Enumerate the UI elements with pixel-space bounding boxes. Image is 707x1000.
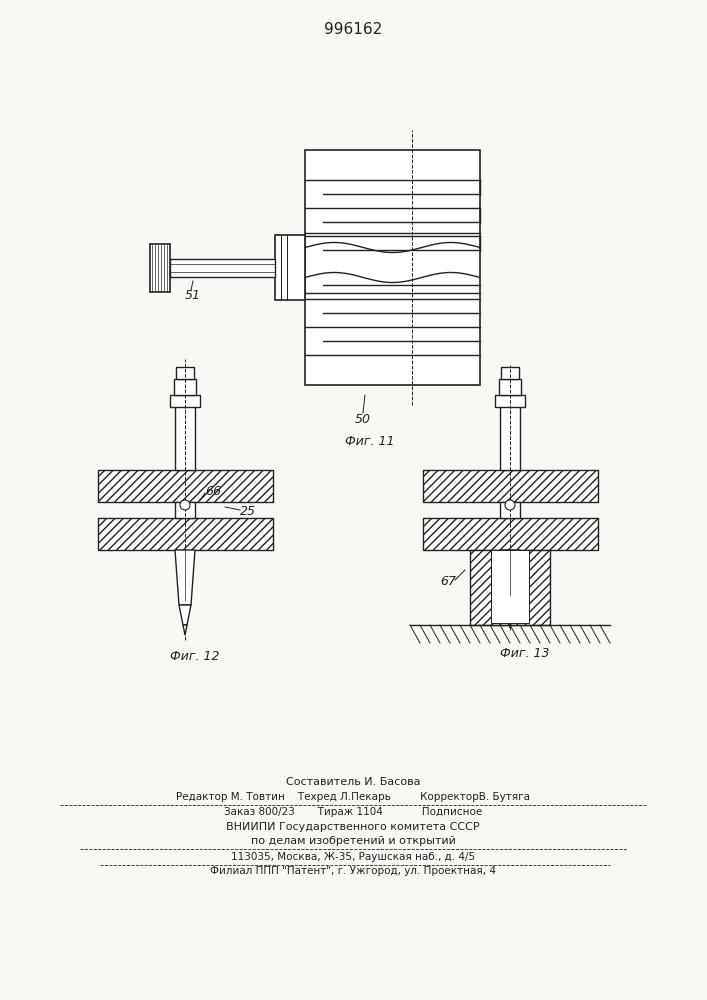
Text: ВНИИПИ Государственного комитета СССР: ВНИИПИ Государственного комитета СССР [226,822,480,832]
Polygon shape [500,550,520,600]
Bar [176,367,194,379]
Text: 50: 50 [355,413,371,426]
Text: 113035, Москва, Ж-35, Раушская наб., д. 4/5: 113035, Москва, Ж-35, Раушская наб., д. … [231,852,475,862]
Text: 996162: 996162 [324,22,382,37]
Text: Филиал ППП "Патент", г. Ужгород, ул. Проектная, 4: Филиал ППП "Патент", г. Ужгород, ул. Про… [210,866,496,876]
Bar [495,395,525,407]
Circle shape [180,500,190,510]
Bar [423,518,598,550]
Text: Редактор М. Товтин    Техред Л.Пекарь         КорректорВ. Бутяга: Редактор М. Товтин Техред Л.Пекарь Корре… [176,792,530,802]
Bar [305,150,480,385]
Bar [175,395,195,470]
Bar [491,550,529,623]
Bar [423,470,598,502]
Bar [275,235,305,300]
Bar [470,550,550,625]
Bar [499,379,521,395]
Bar [98,518,273,550]
Bar [150,244,170,292]
Bar [98,470,273,502]
Polygon shape [175,550,195,605]
Bar [470,550,550,625]
Bar [423,470,598,502]
Bar [174,379,196,395]
Circle shape [505,500,515,510]
Text: по делам изобретений и открытий: по делам изобретений и открытий [250,836,455,846]
Polygon shape [508,618,512,628]
Bar [98,470,273,502]
Text: 67: 67 [440,575,456,588]
Text: 25: 25 [240,505,256,518]
Bar [175,502,195,518]
Bar [170,395,200,407]
Text: Фиг. 13: Фиг. 13 [500,647,549,660]
Text: 51: 51 [185,289,201,302]
Bar [170,259,275,277]
Bar [501,367,519,379]
Polygon shape [179,605,191,625]
Bar [500,395,520,470]
Bar [98,518,273,550]
Text: Составитель И. Басова: Составитель И. Басова [286,777,420,787]
Bar [423,518,598,550]
Text: Заказ 800/23       Тираж 1104            Подписное: Заказ 800/23 Тираж 1104 Подписное [224,807,482,817]
Text: 66: 66 [205,485,221,498]
Text: Фиг. 12: Фиг. 12 [170,650,219,663]
Polygon shape [504,600,516,618]
Bar [500,502,520,518]
Text: Фиг. 11: Фиг. 11 [345,435,395,448]
Polygon shape [183,625,187,635]
